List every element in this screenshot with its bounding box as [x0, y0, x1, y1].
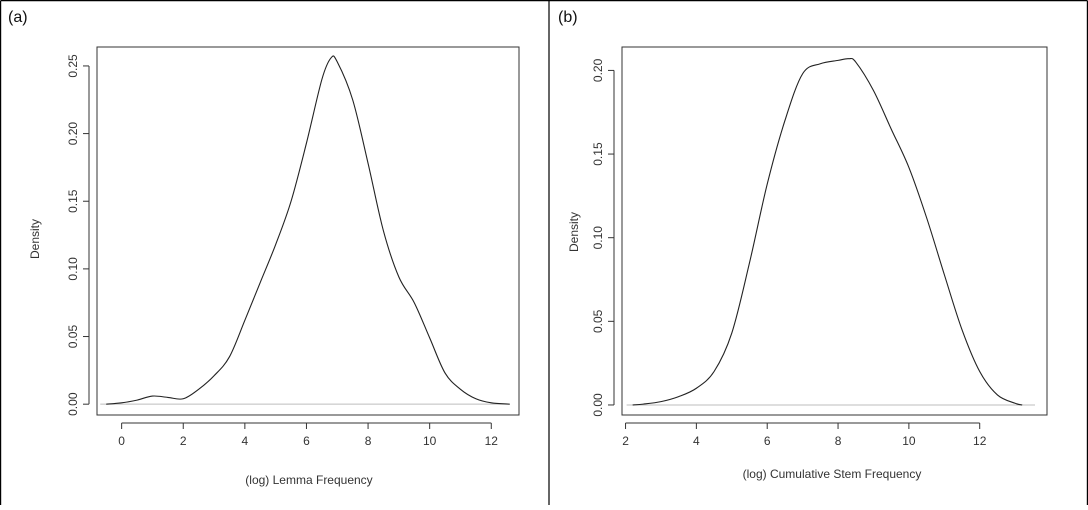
panel-a-x-tick-label: 4 — [242, 434, 249, 448]
panel-b-x-tick-label: 8 — [835, 434, 842, 448]
panel-a-density-curve — [106, 55, 510, 405]
panel-a-y-tick-label: 0.05 — [66, 325, 80, 349]
panel-a-x-tick-label: 8 — [365, 434, 372, 448]
panel-a-x-tick-label: 12 — [485, 434, 499, 448]
panel-b-plot-frame — [621, 46, 1048, 416]
panel-b-x-tick-label: 2 — [622, 434, 629, 448]
panel-a-x-axis-title: (log) Lemma Frequency — [245, 473, 372, 487]
panel-b-x-axis-title: (log) Cumulative Stem Frequency — [743, 467, 922, 481]
panel-a-plot-frame — [96, 46, 520, 416]
panel-b-y-tick-label: 0.10 — [591, 226, 605, 250]
panel-b-x-tick-label: 4 — [693, 434, 700, 448]
panel-a-y-tick-label: 0.15 — [66, 189, 80, 213]
panel-a-x-tick-label: 0 — [118, 434, 125, 448]
panel-a-y-tick-label: 0.00 — [66, 392, 80, 416]
panel-b-label: (b) — [558, 9, 578, 26]
panel-a-y-axis-title: Density — [28, 219, 42, 259]
panel-b-y-tick-label: 0.20 — [591, 58, 605, 82]
panel-a-y-tick-label: 0.10 — [66, 257, 80, 281]
panel-b-y-tick-label: 0.00 — [591, 393, 605, 417]
panel-b-y-tick-label: 0.05 — [591, 309, 605, 333]
panel-b-x-tick-label: 12 — [973, 434, 987, 448]
panel-b-x-tick-label: 10 — [902, 434, 916, 448]
panel-a-y-tick-label: 0.25 — [66, 54, 80, 78]
panel-a-x-tick-label: 10 — [423, 434, 437, 448]
panel-b-y-axis-title: Density — [567, 212, 581, 252]
panel-a-x-tick-label: 6 — [303, 434, 310, 448]
panel-b: (b) (log) Cumulative Stem Frequency Dens… — [558, 9, 1048, 481]
panel-a-label: (a) — [8, 9, 28, 26]
panel-a-y-tick-label: 0.20 — [66, 122, 80, 146]
panel-a: (a) (log) Lemma Frequency Density 0 2 4 6 8 1… — [8, 9, 520, 487]
panel-b-y-tick-label: 0.15 — [591, 142, 605, 166]
panel-a-x-tick-label: 2 — [180, 434, 187, 448]
panel-b-density-curve — [632, 57, 1023, 406]
panel-b-x-tick-label: 6 — [764, 434, 771, 448]
